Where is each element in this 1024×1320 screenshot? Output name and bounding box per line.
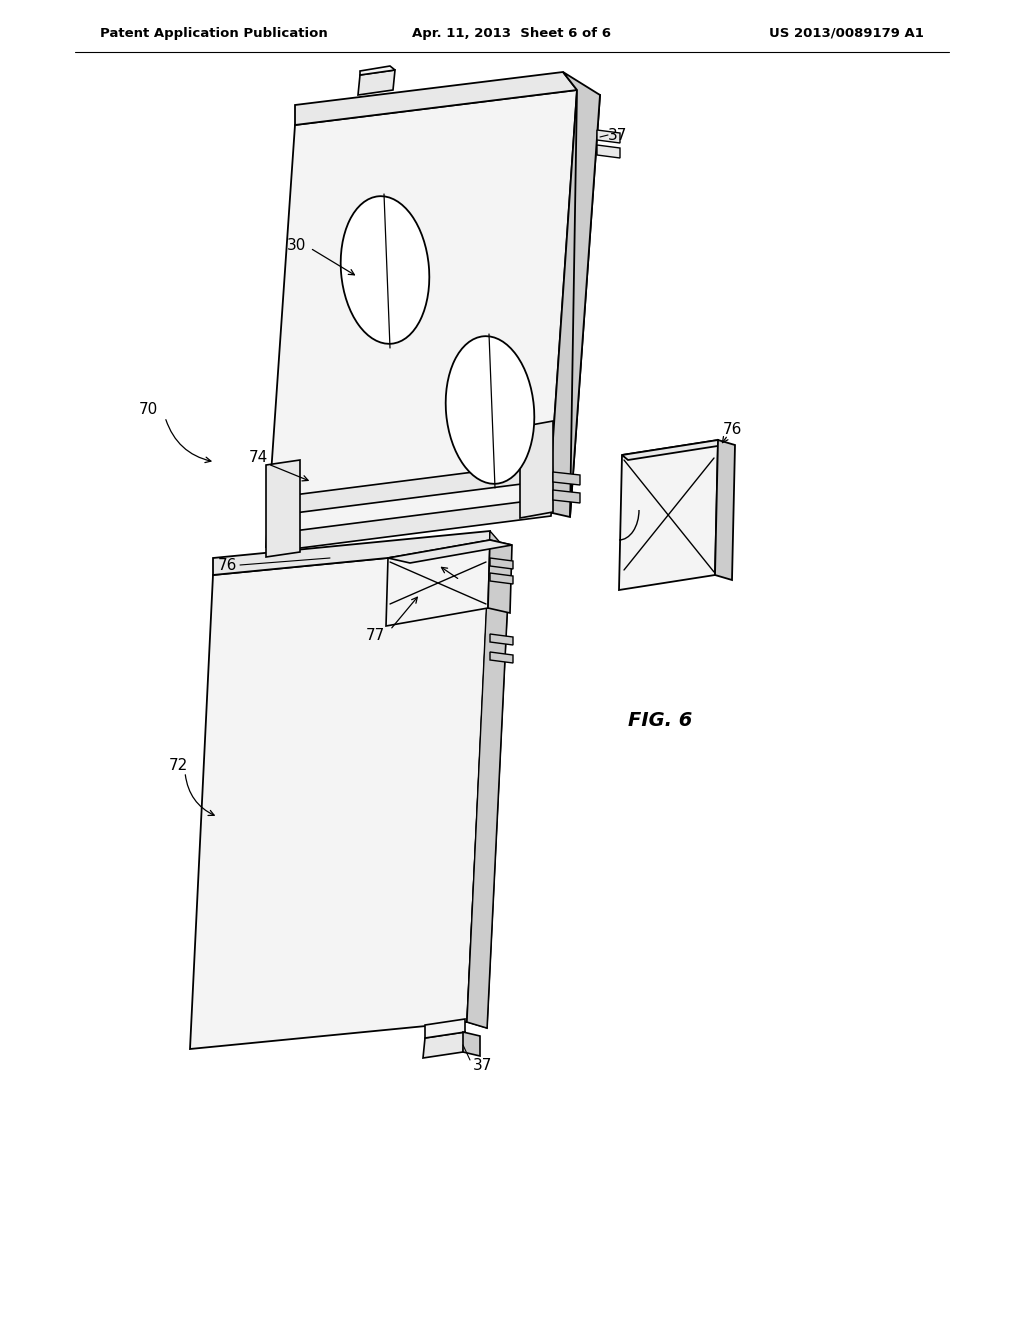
- Text: 30: 30: [288, 238, 306, 252]
- Polygon shape: [597, 145, 620, 158]
- Text: Apr. 11, 2013  Sheet 6 of 6: Apr. 11, 2013 Sheet 6 of 6: [413, 26, 611, 40]
- Polygon shape: [715, 440, 735, 579]
- Polygon shape: [358, 70, 395, 95]
- Polygon shape: [463, 1032, 480, 1056]
- Polygon shape: [270, 462, 553, 516]
- Polygon shape: [520, 421, 553, 517]
- Polygon shape: [563, 73, 600, 517]
- Polygon shape: [553, 490, 580, 503]
- Polygon shape: [548, 90, 600, 517]
- Text: 37: 37: [608, 128, 628, 143]
- Polygon shape: [467, 531, 510, 1028]
- Polygon shape: [490, 634, 513, 645]
- Text: 72: 72: [168, 758, 187, 772]
- Ellipse shape: [445, 337, 535, 484]
- Text: 77: 77: [366, 627, 385, 643]
- Polygon shape: [423, 1032, 465, 1059]
- Polygon shape: [490, 573, 513, 583]
- Text: FIG. 6: FIG. 6: [628, 710, 692, 730]
- Polygon shape: [618, 440, 718, 590]
- Polygon shape: [266, 90, 577, 546]
- Polygon shape: [386, 540, 490, 626]
- Polygon shape: [488, 540, 512, 612]
- Polygon shape: [467, 548, 510, 1028]
- Polygon shape: [266, 459, 300, 557]
- Text: 37: 37: [473, 1057, 493, 1072]
- Polygon shape: [213, 531, 490, 576]
- Polygon shape: [269, 498, 552, 552]
- Polygon shape: [490, 558, 513, 569]
- Text: Patent Application Publication: Patent Application Publication: [100, 26, 328, 40]
- Polygon shape: [490, 652, 513, 663]
- Polygon shape: [295, 73, 577, 125]
- Polygon shape: [622, 440, 724, 459]
- Text: 76: 76: [723, 422, 742, 437]
- Polygon shape: [597, 129, 620, 143]
- Text: US 2013/0089179 A1: US 2013/0089179 A1: [769, 26, 924, 40]
- Polygon shape: [388, 540, 512, 564]
- Polygon shape: [425, 1019, 465, 1038]
- Text: 74: 74: [249, 450, 267, 466]
- Polygon shape: [553, 473, 580, 484]
- Polygon shape: [190, 548, 490, 1049]
- Ellipse shape: [341, 197, 429, 343]
- Text: 70: 70: [138, 403, 158, 417]
- Polygon shape: [360, 66, 395, 75]
- Text: 76: 76: [218, 557, 237, 573]
